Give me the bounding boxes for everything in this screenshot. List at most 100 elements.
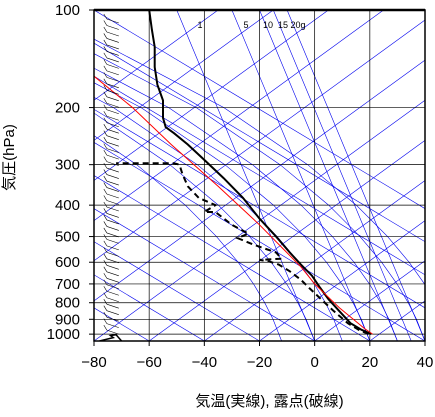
wind-barb — [107, 64, 119, 68]
x-tick-label: 0 — [310, 354, 318, 371]
wind-barb — [107, 175, 119, 179]
y-tick-label: 800 — [55, 295, 80, 312]
wind-barb — [107, 213, 119, 217]
wind-barb — [107, 265, 119, 269]
wind-barb — [107, 246, 119, 250]
wind-barb-feather — [104, 260, 107, 265]
wind-barb — [107, 220, 119, 224]
wind-barb-feather — [104, 14, 107, 19]
wind-barb-feather — [104, 267, 107, 272]
wind-barb-feather — [104, 325, 107, 330]
wind-barb-feather — [104, 124, 107, 129]
wind-barb — [107, 19, 119, 23]
isotherm-line — [0, 10, 328, 341]
isotherm-line — [39, 10, 435, 341]
x-tick-label: −20 — [247, 354, 272, 371]
wind-barb — [107, 207, 119, 211]
mixing-ratio-label: 1 — [197, 20, 202, 30]
mixing-ratio-line — [287, 10, 425, 341]
wind-barb — [107, 291, 119, 295]
y-tick-label: 400 — [55, 197, 80, 214]
y-tick-label: 200 — [55, 100, 80, 117]
wind-barb-feather — [104, 170, 107, 175]
x-tick-label: −80 — [81, 354, 106, 371]
wind-barb-feather — [104, 306, 107, 311]
wind-barb-feather — [104, 176, 107, 181]
y-axis-title: 気圧(hPa) — [1, 124, 18, 191]
wind-barb-feather — [104, 157, 107, 162]
dry-adiabat-line — [94, 10, 435, 341]
wind-barb — [107, 201, 119, 205]
wind-barb — [107, 285, 119, 289]
wind-barb-feather — [104, 254, 107, 259]
wind-barb-feather — [104, 312, 107, 317]
moist-adiabat-line — [39, 10, 435, 341]
y-tick-label: 100 — [55, 2, 80, 19]
wind-barb — [107, 155, 119, 159]
wind-barb — [107, 272, 119, 276]
mixing-ratio-label: 10 — [263, 20, 273, 30]
wind-barb — [107, 136, 119, 140]
wind-barb — [107, 239, 119, 243]
moist-adiabat-line — [0, 10, 315, 341]
wind-barb-feather — [104, 27, 107, 32]
wind-barb-feather — [104, 273, 107, 278]
dry-adiabat-line — [0, 10, 315, 341]
x-tick-label: −60 — [136, 354, 161, 371]
wind-barb-feather — [104, 293, 107, 298]
y-tick-label: 600 — [55, 254, 80, 271]
isotherm-line — [204, 10, 435, 341]
isotherm-line — [315, 10, 435, 341]
wind-barb-feather — [104, 189, 107, 194]
dry-adiabat-line — [0, 10, 204, 341]
wind-barb — [107, 194, 119, 198]
moist-adiabat-line — [0, 10, 282, 341]
wind-barb — [107, 71, 119, 75]
mixing-ratio-line — [232, 10, 370, 341]
wind-barb — [107, 226, 119, 230]
wind-barb-feather — [104, 92, 107, 97]
wind-barb-feather — [104, 241, 107, 246]
wind-barb-feather — [104, 66, 107, 71]
wind-barb-feather — [104, 202, 107, 207]
dewpoint-line — [116, 163, 368, 334]
wind-barb — [107, 97, 119, 101]
x-axis-title: 気温(実線), 露点(破線) — [195, 393, 343, 410]
y-tick-label: 500 — [55, 229, 80, 246]
wind-barb — [107, 38, 119, 42]
wind-barb — [107, 25, 119, 29]
wind-barb — [107, 32, 119, 36]
wind-barb-feather — [104, 163, 107, 168]
mixing-ratio-label: 20g — [290, 20, 305, 30]
isotherm-line — [94, 10, 435, 341]
mixing-ratio-label: 15 — [278, 20, 288, 30]
mixing-ratio-label: 5 — [243, 20, 248, 30]
wind-barb — [107, 278, 119, 282]
y-tick-label: 700 — [55, 276, 80, 293]
wind-barb — [107, 311, 119, 315]
wind-barb-feather — [104, 299, 107, 304]
wind-barb-feather — [104, 137, 107, 142]
wind-barb-feather — [104, 20, 107, 25]
x-tick-label: −40 — [192, 354, 217, 371]
isotherm-line — [260, 10, 435, 341]
wind-barb-feather — [104, 53, 107, 58]
surface-curve — [100, 335, 122, 341]
wind-barb — [107, 298, 119, 302]
wind-barb-feather — [104, 228, 107, 233]
wind-barb — [107, 304, 119, 308]
x-tick-label: 20 — [361, 354, 378, 371]
wind-barb-feather — [104, 247, 107, 252]
wind-barb-feather — [104, 33, 107, 38]
x-tick-label: 40 — [417, 354, 434, 371]
wind-barb-feather — [104, 221, 107, 226]
isotherm-line — [425, 10, 435, 341]
wind-barb-feather — [104, 150, 107, 155]
wind-barb — [107, 51, 119, 55]
wind-barb — [107, 330, 119, 334]
y-tick-label: 1000 — [47, 326, 80, 343]
wind-barb — [107, 129, 119, 133]
wind-barb-feather — [104, 286, 107, 291]
